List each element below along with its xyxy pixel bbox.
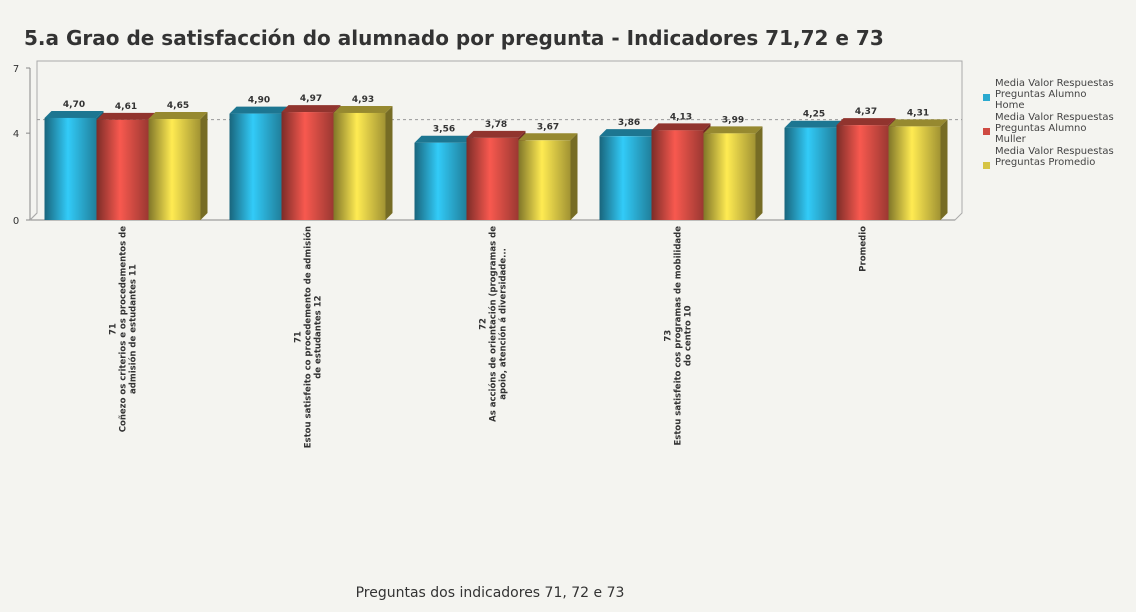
bar-top bbox=[333, 105, 393, 113]
bar-top bbox=[784, 120, 844, 128]
bar bbox=[229, 113, 282, 220]
x-tick-label: 71Estou satisfeito co procedemento de ad… bbox=[294, 226, 324, 448]
bar-top bbox=[281, 105, 341, 113]
data-label: 4,65 bbox=[167, 101, 189, 111]
legend-item: Media Valor Respuestas Preguntas Alumno … bbox=[983, 78, 1118, 111]
data-label: 4,93 bbox=[352, 95, 374, 105]
bar-top bbox=[518, 133, 578, 141]
bar-top bbox=[466, 130, 526, 138]
bar-side bbox=[570, 133, 578, 220]
bar bbox=[888, 126, 941, 220]
bar bbox=[96, 119, 149, 220]
bar bbox=[518, 140, 571, 220]
bar-side bbox=[200, 112, 208, 220]
data-label: 4,13 bbox=[670, 112, 692, 122]
bar bbox=[651, 130, 704, 220]
bar bbox=[703, 133, 756, 220]
bar-top bbox=[836, 118, 896, 126]
bar-top bbox=[414, 135, 474, 143]
legend-swatch bbox=[983, 94, 990, 101]
legend-label: Media Valor Respuestas Preguntas Promedi… bbox=[995, 146, 1114, 168]
legend-label: Media Valor Respuestas Preguntas Alumno … bbox=[995, 112, 1114, 145]
bar bbox=[333, 112, 386, 220]
data-label: 3,67 bbox=[537, 122, 559, 132]
bar bbox=[414, 142, 467, 220]
bar bbox=[836, 125, 889, 220]
bar-top bbox=[888, 119, 948, 127]
data-label: 4,31 bbox=[907, 108, 929, 118]
x-tick-label: 72As accións de orientación (programas d… bbox=[479, 226, 509, 422]
x-axis-label: Preguntas dos indicadores 71, 72 e 73 bbox=[356, 585, 625, 601]
data-label: 3,99 bbox=[722, 115, 744, 125]
y-tick-label: 4 bbox=[13, 129, 19, 140]
legend-item: Media Valor Respuestas Preguntas Promedi… bbox=[983, 146, 1118, 169]
x-tick-label: 73Estou satisfeito cos programas de mobi… bbox=[664, 226, 694, 446]
chart-title: 5.a Grao de satisfacción do alumnado por… bbox=[24, 26, 884, 50]
bar-top bbox=[651, 123, 711, 131]
data-label: 3,56 bbox=[433, 125, 455, 135]
y-tick-label: 7 bbox=[13, 64, 19, 75]
data-label: 4,90 bbox=[248, 96, 270, 106]
bar bbox=[599, 136, 652, 220]
data-label: 4,61 bbox=[115, 102, 137, 112]
legend-swatch bbox=[983, 162, 990, 169]
bar-top bbox=[703, 126, 763, 134]
legend: Media Valor Respuestas Preguntas Alumno … bbox=[983, 78, 1118, 170]
bar-top bbox=[148, 112, 208, 120]
bar bbox=[466, 137, 519, 220]
bar-side bbox=[940, 119, 948, 220]
data-label: 3,86 bbox=[618, 118, 640, 128]
bar bbox=[148, 119, 201, 220]
bar bbox=[281, 112, 334, 220]
legend-item: Media Valor Respuestas Preguntas Alumno … bbox=[983, 112, 1118, 145]
floor-edge bbox=[29, 212, 38, 221]
legend-swatch bbox=[983, 128, 990, 135]
data-label: 4,70 bbox=[63, 100, 85, 110]
bar bbox=[784, 127, 837, 220]
bar-side bbox=[385, 105, 393, 220]
bar-top bbox=[229, 106, 289, 114]
x-tick-label: 71Coñezo os criterios e os procedementos… bbox=[109, 226, 139, 432]
data-label: 4,37 bbox=[855, 107, 877, 117]
data-label: 3,78 bbox=[485, 120, 507, 130]
y-tick-label: 0 bbox=[13, 216, 19, 227]
data-label: 4,97 bbox=[300, 94, 322, 104]
bar-top bbox=[599, 129, 659, 137]
legend-label: Media Valor Respuestas Preguntas Alumno … bbox=[995, 78, 1114, 111]
bar-side bbox=[755, 126, 763, 220]
bar-top bbox=[96, 112, 156, 120]
bar-top bbox=[44, 110, 104, 118]
bar bbox=[44, 117, 97, 220]
x-tick-label: Promedio bbox=[859, 226, 869, 272]
data-label: 4,25 bbox=[803, 110, 825, 120]
